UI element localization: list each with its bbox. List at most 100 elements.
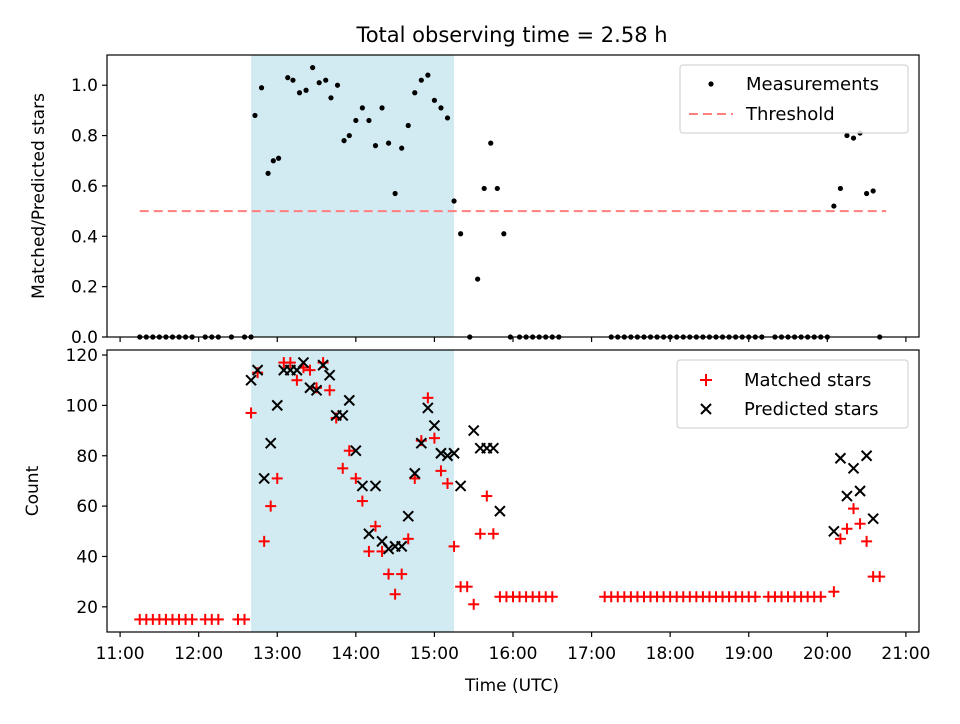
- measurement-point: [831, 203, 837, 209]
- predicted-stars-point: [402, 510, 414, 522]
- legend-measurements-label: Measurements: [746, 74, 879, 95]
- measurement-point: [328, 95, 334, 101]
- y-tick-label: 40: [76, 547, 98, 567]
- predicted-stars-point: [343, 394, 355, 407]
- count-panel: 20 40 60 80 100 120 11:00 12:00 13:00 14:00 15:00…: [23, 346, 930, 696]
- matched-stars-point: [474, 528, 486, 540]
- x-tick-label: 18:00: [646, 644, 695, 664]
- matched-stars-point: [239, 613, 251, 625]
- count-legend: Matched stars Predicted stars: [676, 359, 909, 429]
- matched-stars-point: [324, 384, 336, 396]
- matched-stars-point: [186, 613, 198, 625]
- predicted-stars-point: [860, 450, 873, 462]
- matched-stars-point: [304, 364, 316, 376]
- predicted-stars-point: [356, 480, 369, 492]
- measurement-point: [458, 231, 464, 237]
- matched-stars-point: [468, 598, 480, 610]
- y-tick-label: 0.2: [71, 278, 98, 298]
- predicted-stars-point: [415, 437, 428, 449]
- measurement-point: [290, 77, 296, 83]
- measurement-point: [323, 77, 329, 83]
- matched-stars-point: [422, 392, 434, 404]
- matched-stars-point: [284, 357, 296, 369]
- ratio-panel-shaded-interval: [251, 55, 455, 337]
- y-tick-label: 0.8: [71, 127, 98, 147]
- matched-stars-point: [356, 495, 368, 507]
- matched-stars-point: [874, 571, 886, 583]
- y-tick-label: 0.6: [71, 177, 98, 197]
- predicted-stars-point: [468, 424, 480, 437]
- matched-stars-point: [363, 545, 375, 557]
- matched-stars-point: [402, 533, 414, 545]
- matched-stars-point: [749, 591, 761, 603]
- measurement-point: [366, 117, 372, 124]
- predicted-stars-point: [428, 419, 441, 432]
- matched-stars-point: [861, 535, 873, 547]
- measurement-point: [379, 105, 385, 111]
- predicted-stars-point: [454, 480, 467, 492]
- matched-stars-point: [396, 568, 408, 580]
- legend-predicted-marker: [700, 403, 712, 415]
- matched-stars-point: [258, 535, 270, 547]
- matched-stars-point: [212, 613, 224, 625]
- predicted-stars-point: [854, 485, 866, 497]
- measurement-point: [481, 185, 487, 192]
- matched-stars-point: [546, 591, 558, 603]
- matched-stars-point: [369, 520, 381, 532]
- measurement-point: [353, 117, 359, 124]
- predicted-stars-point: [251, 364, 264, 376]
- measurement-point: [438, 105, 444, 111]
- measurement-point: [494, 185, 500, 192]
- matched-stars-point: [271, 472, 283, 484]
- y-tick-label: 120: [66, 346, 98, 366]
- measurement-point: [501, 231, 507, 237]
- matched-stars-point: [841, 523, 853, 535]
- measurement-point: [837, 185, 844, 192]
- measurement-point: [303, 87, 309, 93]
- matched-stars-point: [350, 472, 362, 484]
- predicted-stars-point: [847, 462, 860, 475]
- predicted-stars-point: [435, 447, 447, 459]
- matched-stars-point: [245, 407, 257, 419]
- predicted-stars-point: [867, 512, 879, 525]
- measurement-point: [425, 72, 431, 78]
- x-tick-label: 17:00: [567, 644, 616, 664]
- measurement-point: [334, 82, 341, 88]
- predicted-stars-point: [258, 472, 270, 485]
- predicted-stars-point: [487, 442, 500, 454]
- matched-stars-point: [265, 500, 277, 512]
- measurement-point: [412, 90, 418, 96]
- chart-title: Total observing time = 2.58 h: [355, 23, 667, 47]
- predicted-stars-point: [422, 402, 434, 414]
- x-tick-label: 19:00: [724, 644, 773, 664]
- matched-stars-point: [461, 581, 473, 593]
- predicted-stars-point: [828, 525, 840, 537]
- predicted-stars-point: [310, 384, 323, 396]
- measurement-point: [870, 188, 876, 194]
- predicted-stars-point: [265, 437, 277, 449]
- measurement-point: [844, 132, 850, 139]
- predicted-stars-point: [337, 409, 349, 422]
- measurement-point: [385, 140, 392, 146]
- predicted-stars-point: [245, 374, 257, 386]
- measurement-point: [850, 135, 857, 141]
- measurement-point: [346, 132, 352, 139]
- matched-stars-point: [481, 490, 493, 502]
- measurement-point: [451, 198, 457, 204]
- matched-stars-point: [448, 540, 460, 552]
- predicted-stars-point: [409, 467, 421, 480]
- measurement-point: [431, 97, 438, 103]
- y-tick-label: 0.4: [71, 227, 98, 247]
- matched-stars-point: [435, 465, 447, 477]
- matched-stars-point: [389, 588, 401, 600]
- legend-matched-marker: [700, 374, 712, 386]
- matched-stars-point: [383, 568, 395, 580]
- measurement-point: [372, 143, 379, 149]
- predicted-stars-point: [304, 382, 316, 394]
- y-tick-label: 80: [76, 447, 98, 467]
- predicted-stars-point: [448, 447, 460, 459]
- count-y-axis-label: Count: [23, 465, 43, 516]
- matched-stars-point: [337, 462, 349, 474]
- x-tick-label: 20:00: [803, 644, 852, 664]
- measurement-point: [310, 64, 316, 71]
